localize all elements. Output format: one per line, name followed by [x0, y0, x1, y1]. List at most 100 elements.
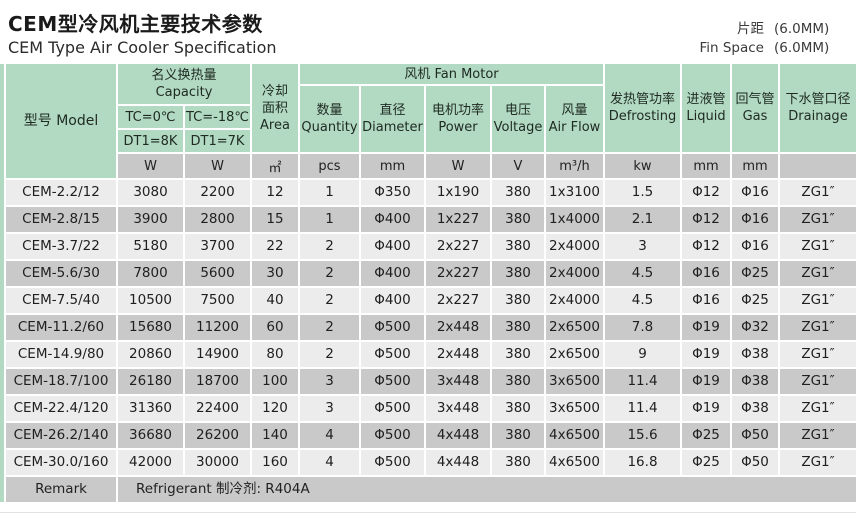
cell-voltage: 380 — [492, 180, 544, 205]
cell-capacity-18c: 2200 — [185, 180, 250, 205]
cell-area: 140 — [252, 423, 298, 448]
fin-space-value-cn: (6.0MM) — [774, 21, 830, 37]
table-row: CEM-7.5/40 10500 7500 40 2 Φ400 2x227 38… — [6, 288, 856, 313]
cell-capacity-0c: 7800 — [118, 261, 183, 286]
capacity-label-en: Capacity — [155, 85, 213, 100]
cell-voltage: 380 — [492, 234, 544, 259]
cell-capacity-18c: 26200 — [185, 423, 250, 448]
unit-gas: mm — [732, 154, 778, 178]
table-header: 型号 Model 名义换热量 Capacity 冷却 面积 Area 风机 Fa… — [6, 64, 856, 178]
cell-liquid: Φ16 — [682, 288, 730, 313]
table-row: CEM-22.4/120 31360 22400 120 3 Φ500 3x44… — [6, 396, 856, 421]
cell-airflow: 3x6500 — [546, 396, 603, 421]
cell-model: CEM-18.7/100 — [6, 369, 116, 394]
cell-drainage: ZG1″ — [780, 396, 856, 421]
col-header-area: 冷却 面积 Area — [252, 64, 298, 152]
cell-liquid: Φ19 — [682, 396, 730, 421]
unit-power: W — [426, 154, 490, 178]
spec-table: 型号 Model 名义换热量 Capacity 冷却 面积 Area 风机 Fa… — [0, 64, 856, 502]
gas-label-cn: 回气管 — [735, 92, 775, 107]
cell-drainage: ZG1″ — [780, 261, 856, 286]
col-header-quantity: 数量 Quantity — [300, 86, 359, 152]
cell-capacity-0c: 36680 — [118, 423, 183, 448]
cell-area: 15 — [252, 207, 298, 232]
table-body: CEM-2.2/12 3080 2200 12 1 Φ350 1x190 380… — [6, 180, 856, 475]
cell-drainage: ZG1″ — [780, 423, 856, 448]
cell-defrosting: 11.4 — [605, 369, 680, 394]
unit-liquid: mm — [682, 154, 730, 178]
diameter-label-en: Diameter — [362, 120, 423, 135]
table-row: CEM-2.8/15 3900 2800 15 1 Φ400 1x227 380… — [6, 207, 856, 232]
cell-capacity-18c: 30000 — [185, 450, 250, 475]
col-header-model: 型号 Model — [6, 64, 116, 178]
cell-model: CEM-14.9/80 — [6, 342, 116, 367]
cell-quantity: 1 — [300, 207, 359, 232]
cell-area: 120 — [252, 396, 298, 421]
table-row: CEM-11.2/60 15680 11200 60 2 Φ500 2x448 … — [6, 315, 856, 340]
cell-capacity-0c: 3900 — [118, 207, 183, 232]
cell-capacity-18c: 2800 — [185, 207, 250, 232]
cell-quantity: 2 — [300, 288, 359, 313]
cell-diameter: Φ350 — [361, 180, 424, 205]
cell-model: CEM-7.5/40 — [6, 288, 116, 313]
quantity-label-cn: 数量 — [316, 103, 343, 118]
cell-airflow: 2x4000 — [546, 234, 603, 259]
cell-area: 40 — [252, 288, 298, 313]
liquid-label-en: Liquid — [686, 109, 726, 124]
area-label-cn2: 面积 — [261, 100, 288, 116]
power-label-en: Power — [438, 120, 478, 135]
cell-capacity-18c: 7500 — [185, 288, 250, 313]
remark-row: Remark Refrigerant 制冷剂: R404A — [6, 477, 856, 502]
cell-power: 1x227 — [426, 207, 490, 232]
cell-defrosting: 1.5 — [605, 180, 680, 205]
cell-airflow: 2x6500 — [546, 342, 603, 367]
unit-capacity-2: W — [185, 154, 250, 178]
cell-quantity: 2 — [300, 315, 359, 340]
title-area: CEM型冷风机主要技术参数 CEM Type Air Cooler Specif… — [0, 0, 856, 62]
cell-capacity-0c: 20860 — [118, 342, 183, 367]
unit-defrosting: kw — [605, 154, 680, 178]
cell-airflow: 1x4000 — [546, 207, 603, 232]
cell-defrosting: 3 — [605, 234, 680, 259]
cell-airflow: 4x6500 — [546, 423, 603, 448]
table-row: CEM-26.2/140 36680 26200 140 4 Φ500 4x44… — [6, 423, 856, 448]
cell-liquid: Φ19 — [682, 342, 730, 367]
cell-diameter: Φ500 — [361, 315, 424, 340]
cell-power: 3x448 — [426, 369, 490, 394]
capacity-delta-1: DT1=8K — [118, 130, 183, 152]
cell-liquid: Φ19 — [682, 369, 730, 394]
fin-space-note: 片距 (6.0MM) Fin Space (6.0MM) — [699, 20, 846, 58]
unit-voltage: V — [492, 154, 544, 178]
cell-quantity: 3 — [300, 396, 359, 421]
cell-diameter: Φ500 — [361, 450, 424, 475]
cell-capacity-18c: 14900 — [185, 342, 250, 367]
cell-model: CEM-22.4/120 — [6, 396, 116, 421]
cell-voltage: 380 — [492, 450, 544, 475]
cell-drainage: ZG1″ — [780, 342, 856, 367]
cell-model: CEM-26.2/140 — [6, 423, 116, 448]
cell-capacity-0c: 26180 — [118, 369, 183, 394]
table-row: CEM-14.9/80 20860 14900 80 2 Φ500 2x448 … — [6, 342, 856, 367]
cell-defrosting: 16.8 — [605, 450, 680, 475]
cell-airflow: 1x3100 — [546, 180, 603, 205]
quantity-label-en: Quantity — [301, 120, 358, 135]
cell-quantity: 4 — [300, 423, 359, 448]
cell-diameter: Φ500 — [361, 369, 424, 394]
cell-capacity-0c: 42000 — [118, 450, 183, 475]
cell-model: CEM-2.8/15 — [6, 207, 116, 232]
cell-diameter: Φ400 — [361, 234, 424, 259]
power-label-cn: 电机功率 — [431, 103, 484, 118]
cell-model: CEM-11.2/60 — [6, 315, 116, 340]
cell-capacity-18c: 22400 — [185, 396, 250, 421]
table-row: CEM-2.2/12 3080 2200 12 1 Φ350 1x190 380… — [6, 180, 856, 205]
cell-airflow: 2x4000 — [546, 261, 603, 286]
cell-diameter: Φ500 — [361, 342, 424, 367]
cell-voltage: 380 — [492, 261, 544, 286]
cell-quantity: 4 — [300, 450, 359, 475]
cell-gas: Φ38 — [732, 342, 778, 367]
bottom-divider — [0, 512, 856, 513]
defrosting-label-en: Defrosting — [608, 109, 677, 124]
cell-power: 2x227 — [426, 261, 490, 286]
cell-capacity-18c: 5600 — [185, 261, 250, 286]
